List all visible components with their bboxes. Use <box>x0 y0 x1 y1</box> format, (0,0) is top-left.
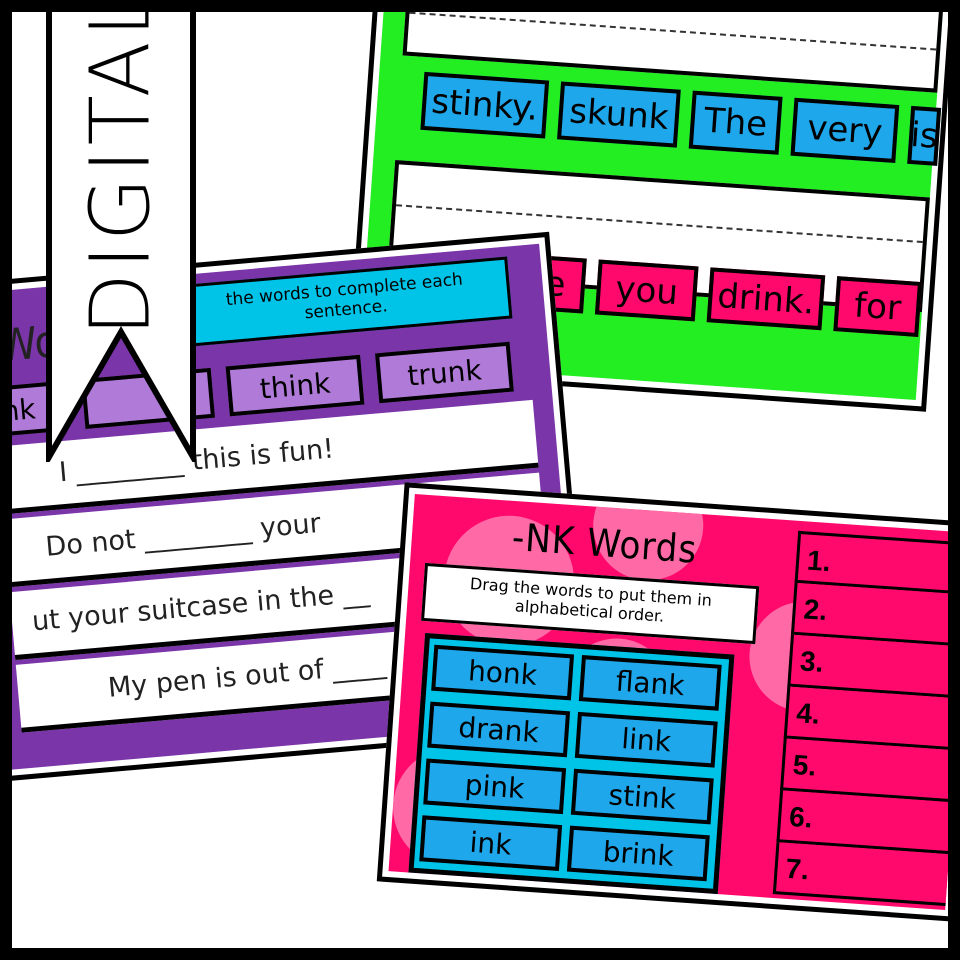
word-tile[interactable]: is <box>907 105 942 166</box>
word-tile[interactable]: pink <box>423 758 567 815</box>
word-tile[interactable]: The <box>688 90 783 155</box>
word-tile[interactable]: brink <box>566 825 710 882</box>
word-tile[interactable]: ink <box>419 815 563 871</box>
ribbon-shape <box>46 12 196 469</box>
word-tile[interactable]: for <box>833 276 922 337</box>
instruction-box: the words to complete each sentence. <box>178 256 513 348</box>
word-tile[interactable]: stinky. <box>420 71 550 139</box>
word-tile[interactable]: drink. <box>706 267 826 331</box>
banner-label: DIGITAL <box>73 12 169 337</box>
word-tile[interactable]: you <box>594 259 699 322</box>
word-tile[interactable]: drank <box>427 701 571 758</box>
product-image: stinky. skunk The very is e you drink. f… <box>12 12 948 948</box>
word-tile[interactable]: honk <box>431 644 575 701</box>
word-tile[interactable]: very <box>790 97 900 163</box>
alphabetical-order-slide: -NK Words Drag the words to put them in … <box>376 482 948 922</box>
word-tile[interactable]: think <box>225 354 365 417</box>
word-tile[interactable]: link <box>574 711 718 768</box>
word-bank: honk flank drank link pink stink ink bri… <box>408 633 735 895</box>
digital-banner: DIGITAL <box>46 12 196 469</box>
word-tile[interactable]: skunk <box>557 81 681 148</box>
word-tile[interactable]: flank <box>578 655 722 711</box>
word-tile[interactable]: trunk <box>375 341 514 404</box>
answer-slot[interactable]: 7. <box>772 842 948 908</box>
word-tile[interactable]: stink <box>570 768 714 825</box>
